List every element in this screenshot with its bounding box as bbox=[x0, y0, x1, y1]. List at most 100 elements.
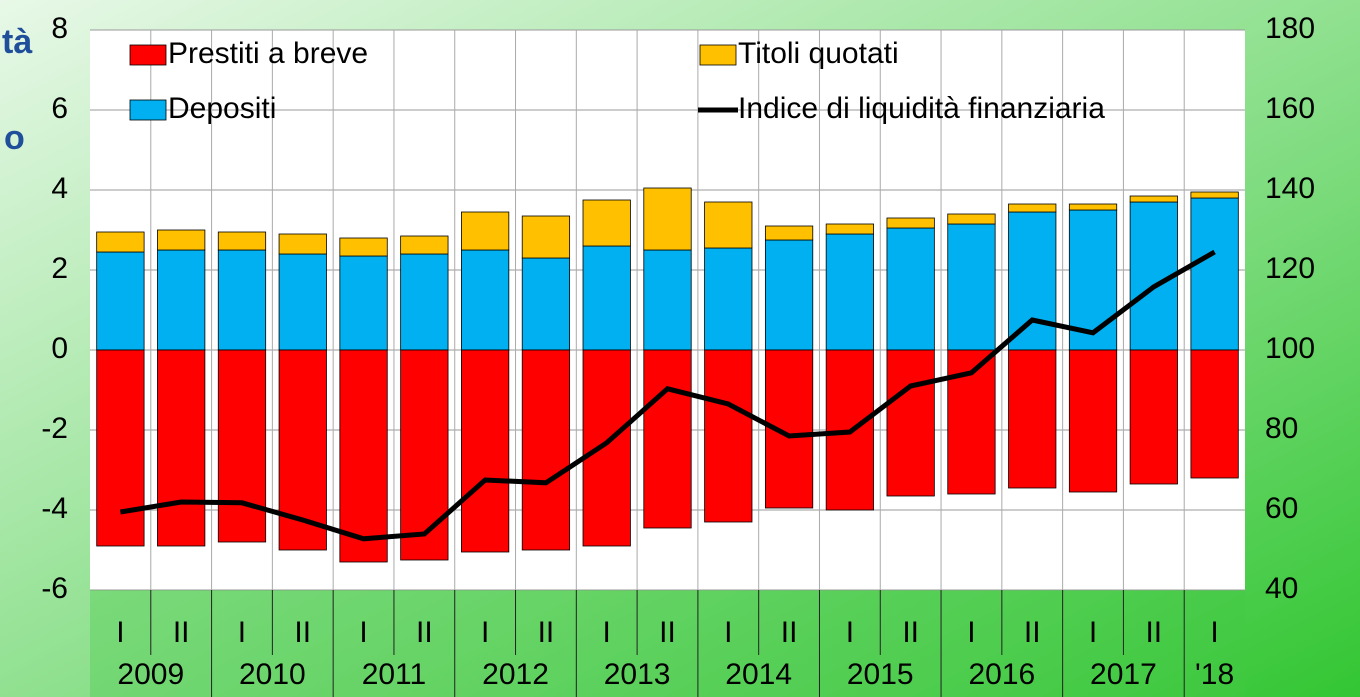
y-tick-label: -6 bbox=[41, 572, 68, 605]
legend-label: Titoli quotati bbox=[738, 37, 899, 70]
x-tick-label: II bbox=[173, 616, 190, 649]
y-tick-label: 4 bbox=[51, 172, 68, 205]
bar bbox=[825, 223, 874, 235]
year-label: 2011 bbox=[362, 658, 427, 691]
x-tick-label: I bbox=[359, 616, 367, 649]
bar bbox=[400, 235, 449, 255]
legend-swatch bbox=[129, 44, 167, 66]
title-fragment: o bbox=[4, 119, 25, 157]
x-tick-label: II bbox=[902, 616, 919, 649]
bar bbox=[704, 201, 753, 249]
y2-tick-label: 60 bbox=[1265, 492, 1298, 525]
bar bbox=[643, 187, 692, 251]
bar bbox=[764, 239, 814, 351]
bar bbox=[400, 349, 449, 561]
legend-label: Prestiti a breve bbox=[168, 37, 368, 70]
x-tick-label: II bbox=[1145, 616, 1162, 649]
bar bbox=[461, 249, 510, 351]
x-tick-label: II bbox=[659, 616, 676, 649]
y-tick-label: -2 bbox=[41, 412, 68, 445]
bar bbox=[582, 199, 631, 247]
y-tick-label: 0 bbox=[51, 332, 68, 365]
bar bbox=[96, 251, 145, 351]
bar bbox=[217, 231, 267, 251]
line-series bbox=[119, 249, 1216, 542]
bar bbox=[1008, 211, 1057, 351]
bar bbox=[1068, 203, 1118, 211]
x-tick-label: II bbox=[538, 616, 555, 649]
bar bbox=[217, 249, 267, 351]
bar bbox=[278, 253, 327, 351]
bar bbox=[217, 349, 267, 543]
bar bbox=[157, 249, 206, 351]
y2-tick-label: 40 bbox=[1265, 572, 1298, 605]
bar bbox=[96, 231, 145, 253]
bar bbox=[96, 349, 145, 547]
bar bbox=[1190, 197, 1239, 351]
x-tick-label: I bbox=[603, 616, 611, 649]
bar bbox=[582, 349, 631, 547]
bar bbox=[1190, 191, 1239, 199]
y2-tick-label: 140 bbox=[1265, 172, 1315, 205]
bar bbox=[704, 349, 753, 523]
bar bbox=[1129, 349, 1178, 485]
year-label: 2009 bbox=[117, 658, 184, 691]
y-tick-label: 2 bbox=[51, 252, 68, 285]
bar bbox=[764, 225, 814, 241]
bar bbox=[521, 349, 571, 551]
bar bbox=[825, 233, 874, 351]
x-tick-label: I bbox=[481, 616, 489, 649]
category-area bbox=[90, 590, 1245, 697]
legend-label: Depositi bbox=[168, 92, 276, 125]
bar bbox=[947, 213, 996, 225]
x-tick-label: II bbox=[1024, 616, 1041, 649]
x-tick-label: I bbox=[1210, 616, 1218, 649]
year-label: 2015 bbox=[847, 658, 914, 691]
bar bbox=[1190, 349, 1239, 479]
bar bbox=[339, 255, 388, 351]
y-tick-label: 6 bbox=[51, 92, 68, 125]
year-label: 2012 bbox=[482, 658, 549, 691]
x-tick-label: I bbox=[116, 616, 124, 649]
y2-tick-label: 120 bbox=[1265, 252, 1315, 285]
bar bbox=[157, 349, 206, 547]
y2-tick-label: 180 bbox=[1265, 12, 1315, 45]
title-fragment: tà bbox=[2, 23, 32, 61]
bar bbox=[886, 349, 935, 497]
bar bbox=[521, 257, 571, 351]
bar bbox=[1008, 203, 1057, 213]
y2-tick-label: 160 bbox=[1265, 92, 1315, 125]
bar bbox=[886, 227, 935, 351]
bar bbox=[1068, 349, 1118, 493]
x-tick-label: II bbox=[416, 616, 433, 649]
x-tick-label: II bbox=[294, 616, 311, 649]
x-tick-label: II bbox=[781, 616, 798, 649]
bar bbox=[643, 249, 692, 351]
bar bbox=[278, 233, 327, 255]
year-label: 2013 bbox=[604, 658, 671, 691]
y2-tick-label: 80 bbox=[1265, 412, 1298, 445]
bar bbox=[157, 229, 206, 251]
legend-swatch bbox=[129, 99, 167, 121]
year-label: 2014 bbox=[725, 658, 792, 691]
year-label: 2017 bbox=[1090, 658, 1157, 691]
x-tick-label: I bbox=[724, 616, 732, 649]
bar bbox=[886, 217, 935, 229]
bar bbox=[582, 245, 631, 351]
bar bbox=[947, 223, 996, 351]
bar bbox=[521, 215, 571, 259]
y-tick-label: 8 bbox=[51, 12, 68, 45]
x-tick-label: I bbox=[1089, 616, 1097, 649]
bar bbox=[339, 237, 388, 257]
y-tick-label: -4 bbox=[41, 492, 68, 525]
x-tick-label: I bbox=[238, 616, 246, 649]
bar bbox=[400, 253, 449, 351]
x-tick-label: I bbox=[967, 616, 975, 649]
legend-label: Indice di liquidità finanziaria bbox=[738, 92, 1105, 125]
bar bbox=[704, 247, 753, 351]
year-label: '18 bbox=[1195, 658, 1234, 691]
x-tick-label: I bbox=[846, 616, 854, 649]
bar bbox=[1129, 195, 1178, 203]
bar bbox=[461, 349, 510, 553]
